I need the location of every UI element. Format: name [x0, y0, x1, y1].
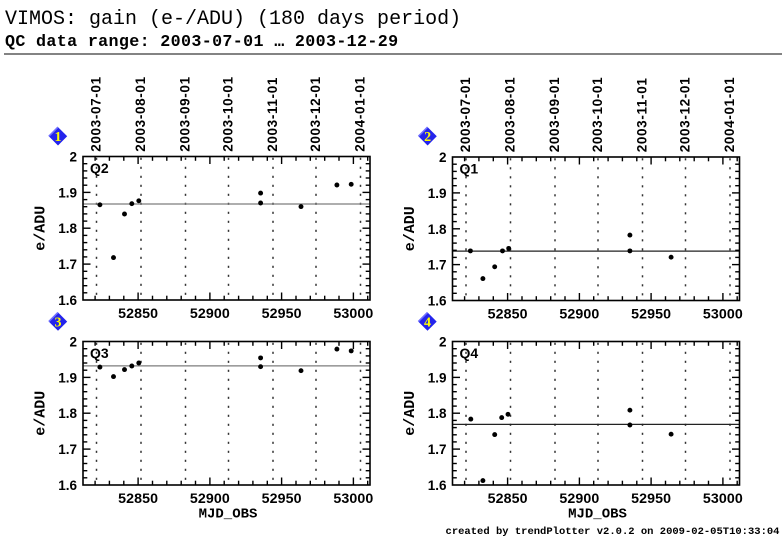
svg-text:52850: 52850: [118, 491, 158, 507]
svg-text:1.7: 1.7: [58, 257, 77, 272]
svg-text:52950: 52950: [631, 491, 671, 507]
svg-text:2003-08-01: 2003-08-01: [503, 77, 518, 153]
svg-text:Q3: Q3: [90, 345, 109, 361]
svg-text:e/ADU: e/ADU: [32, 391, 49, 436]
svg-text:2003-09-01: 2003-09-01: [547, 77, 562, 153]
svg-text:52900: 52900: [190, 306, 230, 322]
svg-text:MJD_OBS: MJD_OBS: [568, 507, 627, 523]
svg-text:e/ADU: e/ADU: [402, 206, 419, 251]
svg-text:2: 2: [439, 150, 447, 165]
svg-text:53000: 53000: [333, 491, 373, 507]
svg-text:2003-12-01: 2003-12-01: [678, 77, 693, 153]
svg-text:1.7: 1.7: [58, 442, 77, 457]
svg-text:2004-01-01: 2004-01-01: [722, 77, 737, 153]
svg-text:1.8: 1.8: [428, 406, 447, 421]
svg-text:52850: 52850: [118, 306, 158, 322]
svg-text:52850: 52850: [488, 491, 528, 507]
svg-text:VIMOS: gain (e-/ADU) (180 days: VIMOS: gain (e-/ADU) (180 days period): [5, 8, 461, 31]
svg-text:2004-01-01: 2004-01-01: [353, 76, 368, 152]
svg-text:2003-10-01: 2003-10-01: [221, 76, 236, 152]
svg-text:2: 2: [424, 130, 431, 145]
svg-text:1.8: 1.8: [58, 221, 77, 236]
svg-text:1.8: 1.8: [58, 406, 77, 421]
svg-text:e/ADU: e/ADU: [402, 391, 419, 436]
svg-text:52900: 52900: [559, 307, 599, 323]
svg-text:1.7: 1.7: [428, 258, 447, 273]
svg-text:52950: 52950: [631, 307, 671, 323]
svg-text:2003-10-01: 2003-10-01: [590, 77, 605, 153]
svg-text:52950: 52950: [262, 306, 302, 322]
svg-text:2: 2: [439, 335, 447, 350]
svg-text:53000: 53000: [333, 306, 373, 322]
svg-text:2003-09-01: 2003-09-01: [178, 76, 193, 152]
svg-text:52900: 52900: [559, 491, 599, 507]
svg-text:2003-11-01: 2003-11-01: [635, 77, 650, 152]
svg-text:1.9: 1.9: [58, 370, 77, 385]
svg-text:2: 2: [69, 335, 77, 350]
svg-text:e/ADU: e/ADU: [32, 206, 49, 251]
svg-text:3: 3: [55, 316, 62, 331]
svg-text:4: 4: [424, 316, 431, 331]
svg-text:2003-08-01: 2003-08-01: [133, 76, 148, 152]
svg-text:53000: 53000: [703, 307, 743, 323]
svg-text:1.7: 1.7: [428, 442, 447, 457]
svg-text:1.6: 1.6: [428, 478, 447, 493]
svg-text:MJD_OBS: MJD_OBS: [199, 507, 258, 523]
svg-text:1.8: 1.8: [428, 222, 447, 237]
svg-text:2003-07-01: 2003-07-01: [89, 76, 104, 152]
svg-text:QC data range: 2003-07-01 … 20: QC data range: 2003-07-01 … 2003-12-29: [5, 33, 398, 52]
svg-text:Q2: Q2: [90, 160, 109, 176]
svg-text:1.6: 1.6: [58, 478, 77, 493]
svg-text:52850: 52850: [488, 307, 528, 323]
svg-text:created by trendPlotter v2.0.2: created by trendPlotter v2.0.2 on 2009-0…: [446, 526, 780, 538]
svg-text:1.9: 1.9: [58, 185, 77, 200]
svg-text:1.6: 1.6: [58, 293, 77, 308]
svg-text:52900: 52900: [190, 491, 230, 507]
svg-text:2: 2: [69, 150, 77, 165]
svg-text:1.9: 1.9: [428, 186, 447, 201]
svg-text:2003-11-01: 2003-11-01: [265, 77, 280, 152]
svg-text:2003-12-01: 2003-12-01: [308, 76, 323, 152]
svg-text:1.6: 1.6: [428, 294, 447, 309]
svg-text:Q1: Q1: [460, 160, 479, 176]
svg-text:53000: 53000: [703, 491, 743, 507]
svg-text:Q4: Q4: [460, 345, 479, 361]
svg-text:2003-07-01: 2003-07-01: [458, 77, 473, 153]
svg-text:1: 1: [55, 130, 62, 145]
svg-text:52950: 52950: [262, 491, 302, 507]
svg-text:1.9: 1.9: [428, 370, 447, 385]
